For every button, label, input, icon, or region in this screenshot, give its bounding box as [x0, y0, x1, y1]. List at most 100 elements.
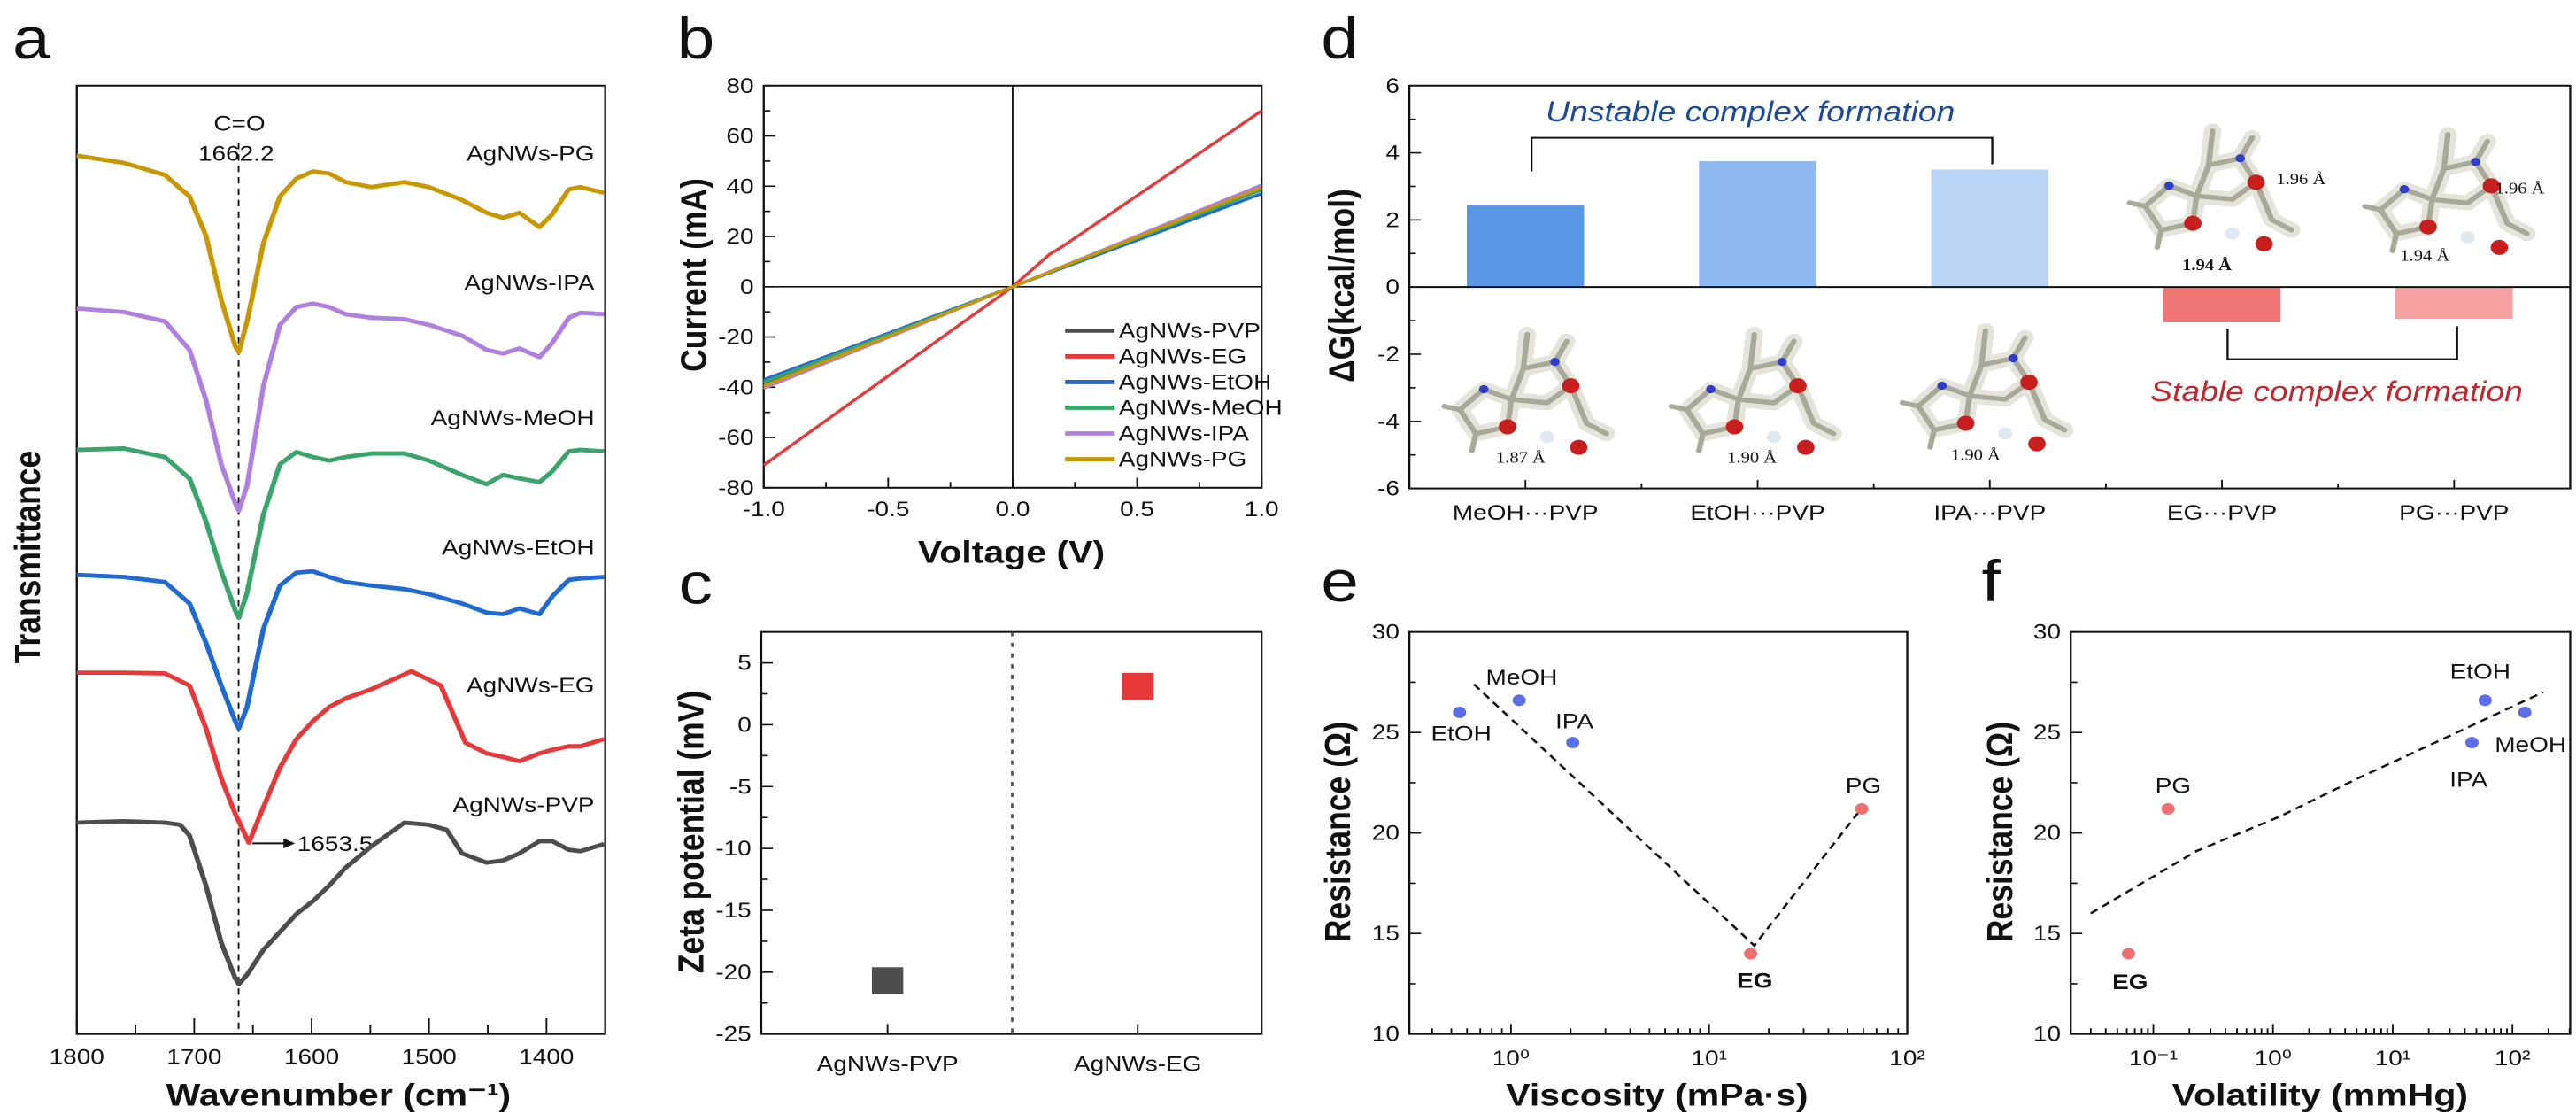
x-axis-title: Volatility (mmHg)	[2172, 1078, 2468, 1113]
x-tick-label: 1500	[402, 1044, 457, 1069]
plot-frame	[1408, 630, 1909, 1035]
point-label: PG	[2156, 773, 2191, 798]
y-tick-label: 15	[2033, 921, 2061, 946]
series-label: AgNWs-IPA	[464, 270, 595, 295]
spectrum-line-AgNWs-MeOH	[76, 446, 605, 620]
point-label: EG	[1737, 968, 1772, 993]
y-tick-label: 25	[2033, 720, 2061, 745]
x-tick-label: 10⁰	[2255, 1046, 2292, 1071]
zeta-potential-chart: Zeta potential (mV) 5 0 -5 -10 -15 -20 -25 AgNW…	[671, 630, 1263, 1076]
x-tick-label: 1400	[519, 1044, 574, 1069]
bar-IPA···PVP	[1931, 169, 2049, 288]
data-point-PG	[1855, 802, 1869, 815]
spectrum-line-AgNWs-PVP	[76, 818, 605, 986]
y-tick-label: 30	[1372, 620, 1400, 645]
stable-annotation: Stable complex formation	[2150, 376, 2523, 408]
series-label: AgNWs-PVP	[452, 793, 594, 817]
x-tick-label: 1700	[166, 1044, 221, 1069]
data-point-IPA	[2464, 737, 2479, 748]
y-tick-label: -15	[715, 898, 751, 923]
legend-label: AgNWs-IPA	[1119, 421, 1250, 445]
bond-distance-label: 1.90 Å	[1727, 450, 1777, 467]
y-tick-label: -40	[718, 375, 753, 399]
legend-label: AgNWs-EG	[1119, 344, 1247, 368]
y-tick-label: -6	[1377, 476, 1400, 500]
spectrum-line-AgNWs-EG	[76, 669, 605, 845]
x-tick-label: AgNWs-PVP	[817, 1051, 959, 1076]
x-tick-label: 10²	[2495, 1046, 2531, 1071]
point-label: IPA	[1555, 708, 1594, 733]
legend-label: AgNWs-PVP	[1119, 318, 1261, 343]
panel-letter-d: d	[1321, 6, 1359, 72]
y-tick-label: -2	[1377, 342, 1400, 367]
bond-distance-label: 1.96 Å	[2495, 181, 2545, 197]
unstable-annotation: Unstable complex formation	[1546, 96, 1955, 128]
spectrum-line-AgNWs-IPA	[76, 301, 605, 514]
y-axis-title: Resistance (Ω)	[1318, 722, 1359, 942]
legend-label: AgNWs-PG	[1119, 446, 1247, 471]
legend-label: AgNWs-EtOH	[1119, 369, 1271, 394]
y-tick-label: 15	[1372, 921, 1400, 946]
x-tick-label: -1.0	[743, 497, 785, 522]
y-tick-label: -20	[715, 960, 751, 985]
y-tick-label: 4	[1385, 140, 1400, 165]
y-tick-label: 20	[2033, 821, 2061, 846]
bar-MeOH···PVP	[1467, 205, 1585, 288]
bond-distance-label: 1.96 Å	[2276, 171, 2325, 188]
y-tick-label: 10	[1372, 1022, 1400, 1047]
bond-distance-label: 1.90 Å	[1951, 447, 2001, 464]
y-axis-title: ΔG(kcal/mol)	[1322, 189, 1362, 383]
y-tick-label: -25	[715, 1022, 751, 1047]
x-tick-label: EtOH···PVP	[1690, 500, 1824, 525]
x-tick-label: AgNWs-EG	[1074, 1051, 1202, 1076]
fit-line	[1472, 683, 1866, 948]
bond-distance-label: 1.94 Å	[2400, 248, 2449, 265]
gibbs-energy-bar-chart: ΔG(kcal/mol) Unstable complex formation …	[1322, 73, 2572, 525]
data-point-IPA	[1566, 737, 1580, 748]
peak-annotation: 1662.2	[198, 141, 274, 166]
y-tick-label: 80	[726, 73, 753, 98]
data-point-MeOH	[2518, 707, 2532, 718]
x-tick-label: MeOH···PVP	[1453, 500, 1599, 525]
x-tick-label: PG···PVP	[2399, 500, 2509, 525]
y-tick-label: 60	[726, 123, 753, 148]
y-tick-label: -4	[1377, 409, 1400, 434]
point-label: EtOH	[2450, 659, 2510, 684]
data-point-MeOH	[1512, 694, 1526, 707]
y-tick-label: 25	[1372, 720, 1400, 745]
data-point-EtOH	[2478, 694, 2492, 707]
panel-letter-e: e	[1321, 549, 1359, 615]
x-axis-title: Wavenumber (cm⁻¹)	[166, 1078, 512, 1113]
bar-PG···PVP	[2395, 287, 2513, 320]
y-tick-label: 20	[1372, 821, 1400, 846]
x-axis-title: Viscosity (mPa·s)	[1506, 1078, 1808, 1113]
y-tick-label: -60	[718, 425, 753, 450]
spectrum-line-AgNWs-PG	[76, 153, 605, 354]
point-label: IPA	[2449, 767, 2488, 792]
data-point-PG	[2161, 802, 2175, 815]
panel-letter-c: c	[679, 551, 713, 616]
x-tick-label: 10⁻¹	[2129, 1046, 2178, 1071]
panel-letter-a: a	[12, 6, 50, 72]
bond-distance-label: 1.87 Å	[1496, 450, 1546, 467]
y-tick-label: 20	[726, 224, 753, 249]
fit-line	[2090, 691, 2544, 915]
ftir-spectra-chart: Transmittance Wavenumber (cm⁻¹) C=O 1662…	[7, 84, 606, 1113]
x-tick-label: 10¹	[2375, 1046, 2411, 1071]
molecule-structure-etoh	[1671, 335, 1833, 455]
panel-letter-f: f	[1981, 549, 2000, 615]
x-tick-label: 10¹	[1691, 1046, 1727, 1071]
bar-EG···PVP	[2163, 287, 2281, 322]
y-tick-label: -20	[718, 324, 753, 349]
x-tick-label: 1800	[50, 1044, 104, 1069]
point-label: MeOH	[2495, 732, 2566, 757]
y-tick-label: 6	[1385, 73, 1400, 98]
data-point-EtOH	[1453, 707, 1467, 718]
y-tick-label: 0	[740, 275, 754, 299]
y-axis-title: Transmittance	[7, 451, 48, 664]
y-axis-title: Resistance (Ω)	[1980, 722, 2021, 942]
x-tick-label: -0.5	[867, 497, 909, 522]
point-label: EtOH	[1431, 722, 1491, 747]
unstable-bracket	[1530, 136, 1994, 172]
x-tick-label: 0.5	[1120, 497, 1154, 522]
